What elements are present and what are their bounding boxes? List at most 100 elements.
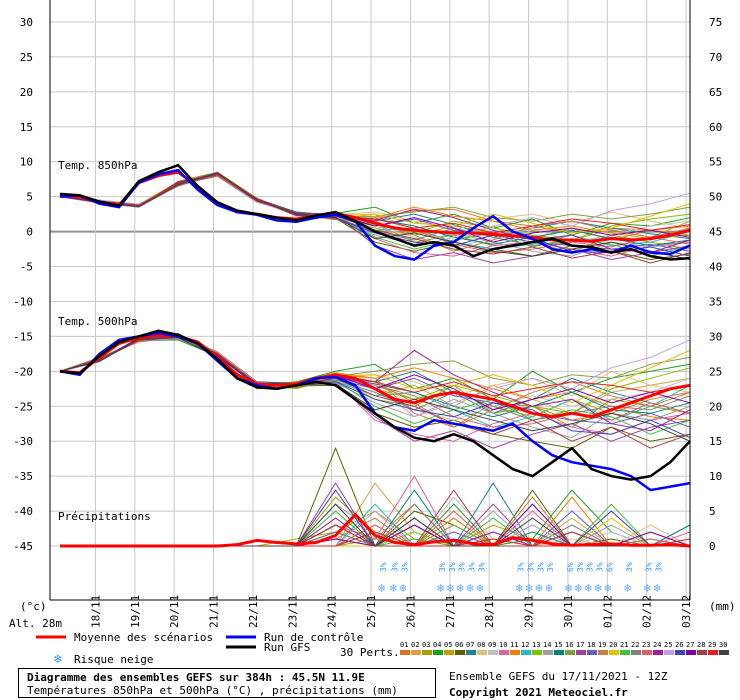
snow-risk-flake-icon: ❄ xyxy=(535,581,542,595)
right-tick-label: 25 xyxy=(709,365,722,378)
footer-title: Diagramme des ensembles GEFS sur 384h : … xyxy=(27,671,365,684)
pert-color-swatch xyxy=(532,650,542,655)
snow-risk-pct: 3% xyxy=(458,562,467,572)
pert-color-swatch xyxy=(609,650,619,655)
series-mean-t500-line xyxy=(59,333,691,419)
snow-risk-pct: 3% xyxy=(536,562,545,572)
pert-color-swatch xyxy=(488,650,498,655)
right-tick-label: 50 xyxy=(709,191,722,204)
snowflake-icon: ❄ xyxy=(53,652,62,667)
footer-info-box: Diagramme des ensembles GEFS sur 384h : … xyxy=(18,668,436,698)
right-unit-label: (mm) xyxy=(709,600,736,613)
pert-color-swatch xyxy=(642,650,652,655)
pert-number: 28 xyxy=(697,641,705,649)
pert-number: 07 xyxy=(466,641,474,649)
snow-risk-flake-icon: ❄ xyxy=(624,581,631,595)
snow-risk-pct: 3% xyxy=(586,562,595,572)
left-tick-label: 0 xyxy=(26,226,33,239)
pert-color-swatch xyxy=(510,650,520,655)
pert-number: 19 xyxy=(598,641,606,649)
snow-risk-pct: 3% xyxy=(477,562,486,572)
left-tick-label: -45 xyxy=(13,540,33,553)
pert-color-swatch xyxy=(444,650,454,655)
left-tick-label: -35 xyxy=(13,470,33,483)
snow-risk-flake-icon: ❄ xyxy=(378,581,385,595)
member-06-precip-line xyxy=(60,446,690,547)
pert-number: 03 xyxy=(422,641,430,649)
right-tick-label: 15 xyxy=(709,435,722,448)
pert-color-swatch xyxy=(697,650,707,655)
date-tick-label: 27/11 xyxy=(444,595,457,628)
snow-risk-flake-icon: ❄ xyxy=(390,581,397,595)
member-16-t500-line xyxy=(59,335,691,388)
left-unit-label: (°c) xyxy=(20,600,47,613)
right-tick-label: 60 xyxy=(709,121,722,134)
series-control-t850-line xyxy=(59,168,691,261)
pert-number: 16 xyxy=(565,641,573,649)
snow-risk-flake-icon: ❄ xyxy=(516,581,523,595)
pert-number: 04 xyxy=(433,641,441,649)
pert-number: 13 xyxy=(532,641,540,649)
pert-color-swatch xyxy=(543,650,553,655)
pert-color-swatch xyxy=(422,650,432,655)
date-tick-label: 26/11 xyxy=(404,595,417,628)
snow-risk-flake-icon: ❄ xyxy=(594,581,601,595)
right-tick-label: 30 xyxy=(709,330,722,343)
pert-number: 18 xyxy=(587,641,595,649)
date-tick-label: 22/11 xyxy=(247,595,260,628)
pert-color-swatch xyxy=(499,650,509,655)
date-tick-label: 19/11 xyxy=(129,595,142,628)
pert-number: 23 xyxy=(642,641,650,649)
snow-risk-flake-icon: ❄ xyxy=(654,581,661,595)
pert-color-swatch xyxy=(411,650,421,655)
left-tick-label: -25 xyxy=(13,400,33,413)
snow-risk-row: 3%❄3%❄3%❄3%❄3%❄3%❄3%❄3%❄3%❄3%❄3%❄3%❄6%❄3… xyxy=(378,562,664,595)
left-tick-label: -20 xyxy=(13,365,33,378)
pert-color-swatch xyxy=(675,650,685,655)
left-tick-label: 15 xyxy=(20,121,33,134)
member-29-t500-line xyxy=(59,335,691,397)
right-tick-label: 75 xyxy=(709,16,722,29)
date-tick-label: 21/11 xyxy=(208,595,221,628)
date-tick-label: 25/11 xyxy=(365,595,378,628)
pert-number: 27 xyxy=(686,641,694,649)
pert-color-swatch xyxy=(576,650,586,655)
left-tick-label: -15 xyxy=(13,330,33,343)
snow-risk-pct: 3% xyxy=(546,562,555,572)
left-tick-label: 5 xyxy=(26,191,33,204)
snow-risk-flake-icon: ❄ xyxy=(447,581,454,595)
pert-color-swatch xyxy=(708,650,718,655)
date-tick-label: 29/11 xyxy=(523,595,536,628)
date-tick-label: 02/12 xyxy=(641,595,654,628)
member-25-t500-line xyxy=(59,337,691,418)
pert-color-swatch xyxy=(455,650,465,655)
snow-risk-flake-icon: ❄ xyxy=(400,581,407,595)
legend-perts-label: 30 Perts. xyxy=(340,646,400,659)
left-tick-label: 10 xyxy=(20,156,33,169)
snow-risk-pct: 3% xyxy=(448,562,457,572)
snow-risk-pct: 3% xyxy=(527,562,536,572)
pert-number: 11 xyxy=(510,641,518,649)
pert-number: 12 xyxy=(521,641,529,649)
pert-color-swatch xyxy=(664,650,674,655)
legend: 01 02 03 04 05 06 07 08 09 10 11 12 13 14 15 16 17 18 19 20… xyxy=(400,641,729,655)
date-tick-label: 01/12 xyxy=(601,595,614,628)
pert-color-swatch xyxy=(719,650,729,655)
pert-number: 26 xyxy=(675,641,683,649)
snow-risk-flake-icon: ❄ xyxy=(466,581,473,595)
series-mean-precip-line xyxy=(60,512,691,548)
left-tick-label: 20 xyxy=(20,86,33,99)
member-lines xyxy=(59,171,691,547)
legend-snow-label: Risque neige xyxy=(74,653,153,666)
altitude-label: Alt. 28m xyxy=(9,617,62,630)
snow-risk-flake-icon: ❄ xyxy=(575,581,582,595)
date-tick-label: 20/11 xyxy=(168,595,181,628)
footer-subtitle: Températures 850hPa et 500hPa (°C) , pré… xyxy=(27,684,398,697)
pert-number: 21 xyxy=(620,641,628,649)
pert-number: 14 xyxy=(543,641,551,649)
pert-number: 30 xyxy=(719,641,727,649)
snow-risk-flake-icon: ❄ xyxy=(585,581,592,595)
pert-color-swatch xyxy=(521,650,531,655)
series-mean-t850-line xyxy=(59,170,691,243)
snow-risk-pct: 6% xyxy=(605,562,614,572)
